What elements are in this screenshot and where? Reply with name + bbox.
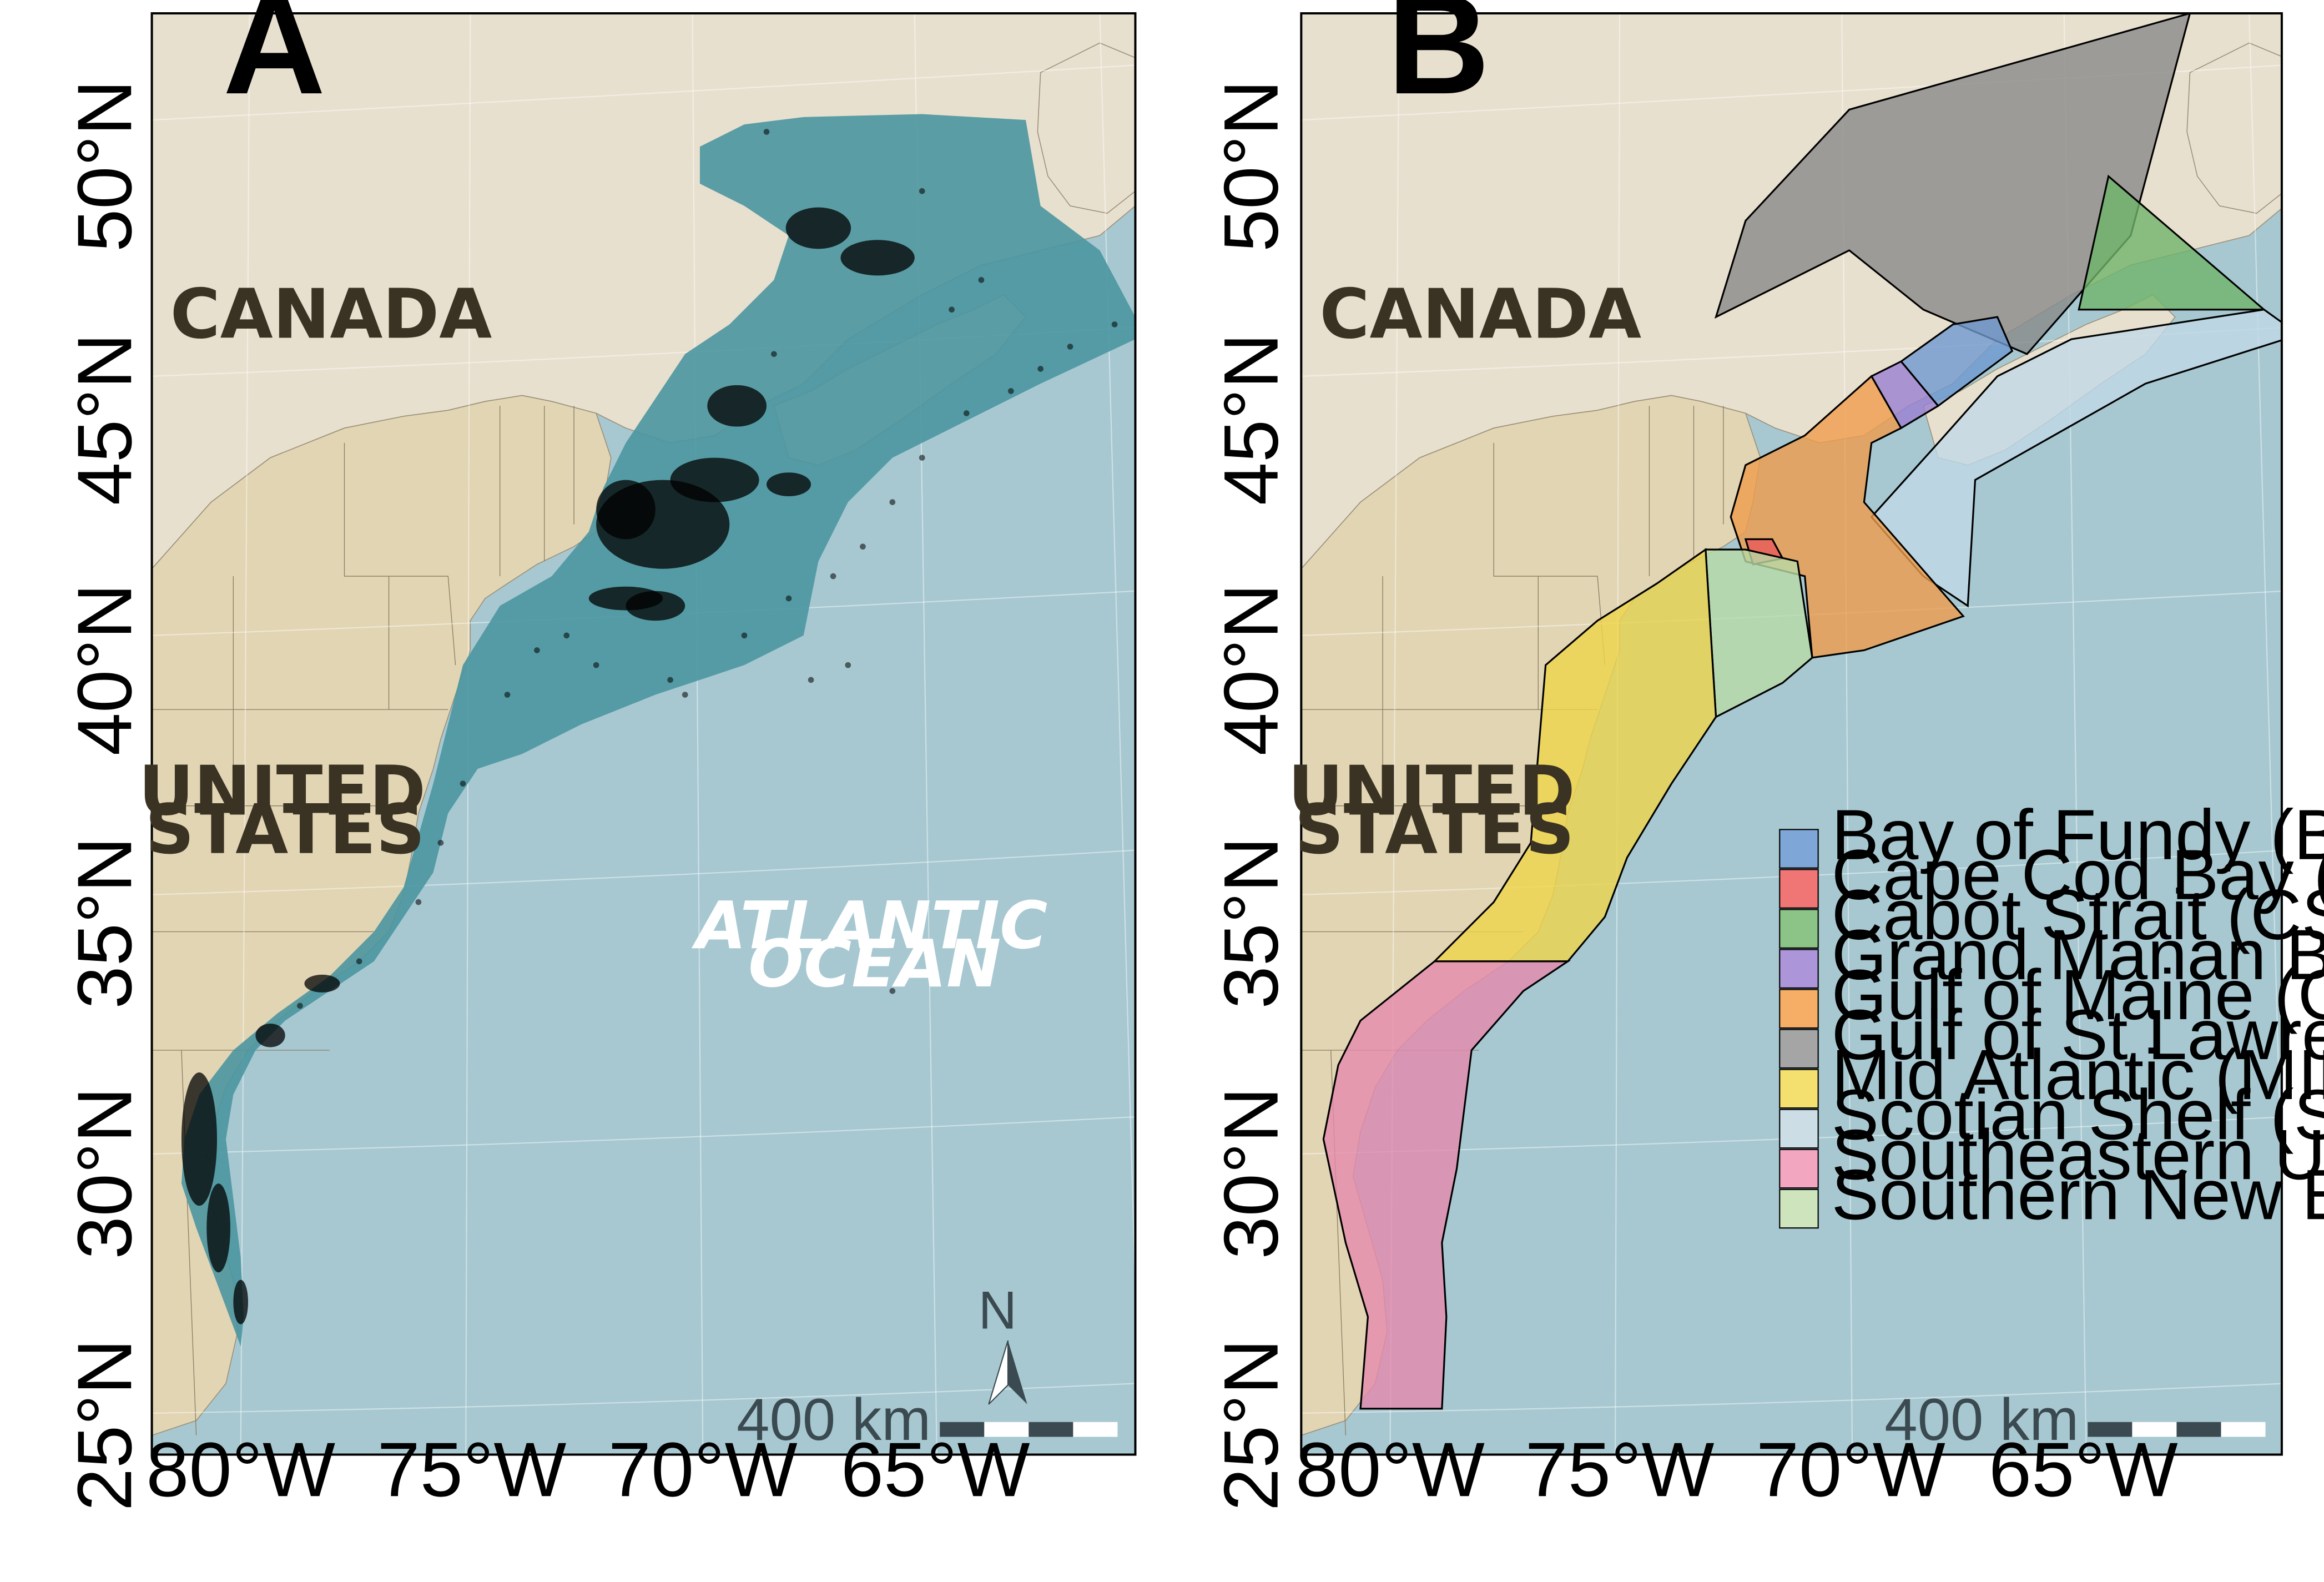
longitude-axis-b: 80°W 75°W 70°W 65°W <box>1295 1427 2178 1513</box>
legend-swatch-4 <box>1779 989 1819 1029</box>
longitude-axis-a: 80°W 75°W 70°W 65°W <box>146 1427 1030 1513</box>
scale-label-b: 400 km <box>1884 1386 2079 1453</box>
ocean-label-line2: OCEAN <box>748 926 1001 1002</box>
canada-label-b: CANADA <box>1319 274 1641 354</box>
panel-b-basemap <box>1301 13 2282 1455</box>
b-lat-tick-4: 30°N <box>1208 1087 1294 1259</box>
b-lat-tick-3: 35°N <box>1208 837 1294 1009</box>
a-lon-tick-1: 75°W <box>377 1427 567 1513</box>
north-arrow-icon: N <box>979 1281 1027 1405</box>
canada-label: CANADA <box>170 274 492 354</box>
a-lon-tick-2: 70°W <box>608 1427 798 1513</box>
a-lat-tick-4: 30°N <box>62 1087 148 1259</box>
latitude-axis-a: 50°N 45°N 40°N 35°N 30°N 25°N <box>62 80 148 1511</box>
legend-label-1: Cape Cod Bay (CCB) <box>1832 835 2324 915</box>
a-lon-tick-0: 80°W <box>146 1427 335 1513</box>
panel-b: B CANADA UNITED STATES Bay of Fundy (BOF… <box>1288 0 2324 1456</box>
survey-area <box>181 114 1136 1347</box>
legend-swatch-2 <box>1779 909 1819 949</box>
region-seus <box>1322 960 1571 1410</box>
a-lat-tick-1: 45°N <box>62 333 148 505</box>
legend-label-0: Bay of Fundy (BOF) <box>1832 795 2324 875</box>
sightings <box>181 207 915 1324</box>
a-lon-tick-3: 65°W <box>841 1427 1030 1513</box>
panel-b-frame <box>1300 12 2283 1456</box>
b-lon-tick-3: 65°W <box>1989 1427 2178 1513</box>
north-label: N <box>979 1281 1017 1341</box>
panel-a-frame <box>150 12 1137 1456</box>
legend-label-8: Southeastern U.S. (SEUS) <box>1832 1115 2324 1195</box>
panel-a-basemap <box>152 13 1136 1455</box>
panel-a-letter: A <box>223 0 326 124</box>
ocean-label-line1: ATLANTIC <box>692 888 1048 964</box>
b-lat-tick-0: 50°N <box>1208 80 1294 252</box>
scale-label-a: 400 km <box>737 1386 931 1453</box>
legend-swatch-3 <box>1779 949 1819 989</box>
regions <box>1322 13 2282 1410</box>
scale-bar-b: 400 km <box>1884 1386 2266 1453</box>
b-lon-tick-0: 80°W <box>1295 1427 1485 1513</box>
b-lat-tick-2: 40°N <box>1208 583 1294 755</box>
b-lat-tick-5: 25°N <box>1208 1339 1294 1511</box>
us-label-line1: UNITED <box>139 752 426 831</box>
b-lon-tick-2: 70°W <box>1756 1427 1945 1513</box>
legend-label-5: Gulf of St Lawrence (GSL) <box>1832 995 2324 1075</box>
legend-swatch-7 <box>1779 1109 1819 1149</box>
us-label-b-line1: UNITED <box>1288 752 1575 831</box>
legend-swatch-1 <box>1779 869 1819 909</box>
latitude-axis-b: 50°N 45°N 40°N 35°N 30°N 25°N <box>1208 80 1294 1511</box>
a-lat-tick-0: 50°N <box>62 80 148 252</box>
legend-swatch-0 <box>1779 829 1819 869</box>
panel-b-letter: B <box>1387 0 1490 124</box>
legend-swatch-8 <box>1779 1148 1819 1189</box>
legend-swatch-9 <box>1779 1188 1819 1229</box>
legend-label-2: Cabot Strait (CST) <box>1832 875 2324 955</box>
legend-swatch-5 <box>1779 1029 1819 1069</box>
legend-label-7: Scotian Shelf (SCOS) <box>1832 1075 2324 1155</box>
legend: Bay of Fundy (BOF)Cape Cod Bay (CCB)Cabo… <box>1779 795 2324 1235</box>
scale-bar-a: 400 km <box>737 1386 1118 1453</box>
region-mida <box>1432 548 1717 963</box>
a-lat-tick-5: 25°N <box>62 1339 148 1511</box>
legend-label-6: Mid Atlantic (MIDA) <box>1832 1035 2324 1115</box>
legend-label-9: Southern New England (SNE) <box>1832 1155 2324 1235</box>
legend-label-3: Grand Manan Basin (GMAN) <box>1832 915 2324 995</box>
us-label-line2: STATES <box>145 790 425 869</box>
legend-label-4: Gulf of Maine (GOM) <box>1832 955 2324 1035</box>
legend-swatch-6 <box>1779 1069 1819 1109</box>
panel-a: A CANADA UNITED STATES ATLANTIC OCEAN N … <box>139 0 1137 1456</box>
b-lon-tick-1: 75°W <box>1525 1427 1715 1513</box>
us-label-b-line2: STATES <box>1294 790 1574 869</box>
a-lat-tick-2: 40°N <box>62 583 148 755</box>
a-lat-tick-3: 35°N <box>62 837 148 1009</box>
region-cst <box>2078 174 2267 311</box>
b-lat-tick-1: 45°N <box>1208 333 1294 505</box>
